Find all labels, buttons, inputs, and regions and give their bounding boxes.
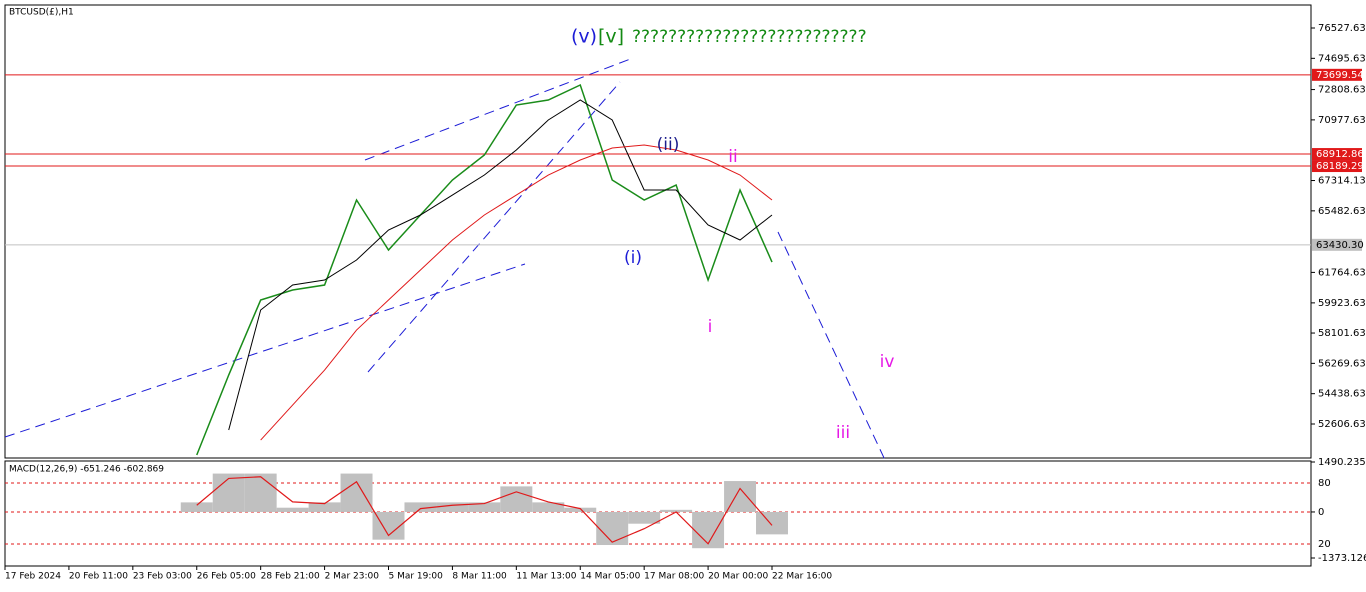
price-level-label: 73699.54 <box>1316 70 1364 81</box>
wave-label: iii <box>836 423 850 443</box>
x-tick-label: 20 Feb 11:00 <box>69 572 128 582</box>
price-panel <box>4 4 1312 459</box>
wave-label: [v] <box>598 26 624 48</box>
wave-label: ?????????????????????????? <box>632 27 867 47</box>
price-level-box <box>1312 238 1362 251</box>
macd-bar <box>436 502 469 512</box>
signal-line <box>196 476 773 545</box>
trend-lines <box>4 57 886 461</box>
price-level-box <box>1312 68 1362 81</box>
x-tick-label: 17 Mar 08:00 <box>644 572 704 582</box>
y-tick-label: 74695.63 <box>1318 53 1366 64</box>
x-tick-label: 2 Mar 23:00 <box>325 572 380 582</box>
x-tick-label: 11 Mar 13:00 <box>516 572 576 582</box>
projection-line <box>777 231 886 461</box>
price-level-box <box>1312 160 1362 173</box>
wave-label: (ii) <box>657 135 680 155</box>
x-tick-label: 26 Feb 05:00 <box>197 572 256 582</box>
level-label: 20 <box>1318 539 1331 550</box>
macd-bar <box>308 502 341 512</box>
macd-bar <box>468 502 501 512</box>
y-tick-label: 0 <box>1318 507 1324 518</box>
symbol-title: BTCUSD(£),H1 <box>9 8 74 18</box>
y-tick-label: 58101.63 <box>1318 328 1366 339</box>
y-tick-label: 72808.63 <box>1318 85 1366 96</box>
price-level-label: 68189.29 <box>1316 161 1364 172</box>
x-tick-label: 23 Feb 03:00 <box>133 572 192 582</box>
x-tick-label: 22 Mar 16:00 <box>772 572 832 582</box>
y-tick-label: 54438.63 <box>1318 389 1366 400</box>
y-tick-label: 59923.63 <box>1318 298 1366 309</box>
macd-bar <box>628 511 661 524</box>
macd-bar <box>756 511 788 535</box>
moving-average <box>228 99 773 431</box>
price-level-box <box>1312 148 1362 161</box>
macd-bar <box>276 507 309 512</box>
macd-title: MACD(12,26,9) -651.246 -602.869 <box>9 465 164 475</box>
y-tick-label: 76527.63 <box>1318 23 1366 34</box>
price-line <box>196 83 773 456</box>
wave-label: (v) <box>571 26 597 48</box>
y-tick-label: 1490.235 <box>1318 457 1366 468</box>
moving-average <box>260 144 773 441</box>
wave-label: ii <box>728 147 737 167</box>
trend-line <box>4 263 526 438</box>
macd-bar <box>500 486 533 512</box>
wave-label: iv <box>880 352 895 372</box>
x-tick-label: 20 Mar 00:00 <box>708 572 768 582</box>
macd-bar <box>596 511 629 546</box>
macd-bar <box>340 473 373 512</box>
macd-panel <box>4 460 1312 567</box>
x-tick-label: 14 Mar 05:00 <box>580 572 640 582</box>
macd-bar <box>692 511 725 549</box>
price-level-label: 68912.86 <box>1316 149 1364 160</box>
macd-bar <box>660 509 693 512</box>
trend-line <box>367 81 621 373</box>
macd-bar <box>564 507 597 512</box>
price-level-label: 63430.30 <box>1316 240 1364 251</box>
x-tick-label: 5 Mar 19:00 <box>389 572 444 582</box>
y-tick-label: 70977.63 <box>1318 115 1366 126</box>
wave-label: i <box>708 317 713 337</box>
macd-bar <box>180 502 213 512</box>
y-tick-label: 67314.13 <box>1318 176 1366 187</box>
macd-bar <box>532 502 565 512</box>
y-tick-label: 61764.63 <box>1318 267 1366 278</box>
y-tick-label: -1373.126 <box>1318 553 1366 564</box>
macd-bar <box>212 473 245 512</box>
wave-label: (i) <box>624 248 642 268</box>
x-tick-label: 17 Feb 2024 <box>5 572 61 582</box>
y-tick-label: 56269.63 <box>1318 358 1366 369</box>
x-tick-label: 28 Feb 21:00 <box>261 572 320 582</box>
y-tick-label: 65482.63 <box>1318 206 1366 217</box>
macd-bar <box>404 502 437 512</box>
x-tick-label: 8 Mar 11:00 <box>452 572 507 582</box>
level-label: 80 <box>1318 478 1331 489</box>
macd-bar <box>244 473 277 512</box>
y-tick-label: 52606.63 <box>1318 419 1366 430</box>
